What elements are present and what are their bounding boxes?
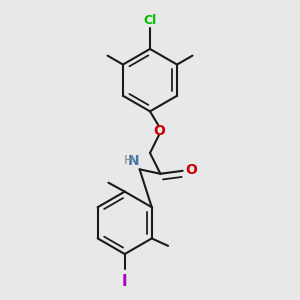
Text: I: I	[122, 274, 128, 289]
Text: N: N	[128, 154, 139, 168]
Text: H: H	[124, 154, 133, 167]
Text: O: O	[185, 163, 197, 177]
Text: O: O	[154, 124, 165, 138]
Text: Cl: Cl	[143, 14, 157, 27]
